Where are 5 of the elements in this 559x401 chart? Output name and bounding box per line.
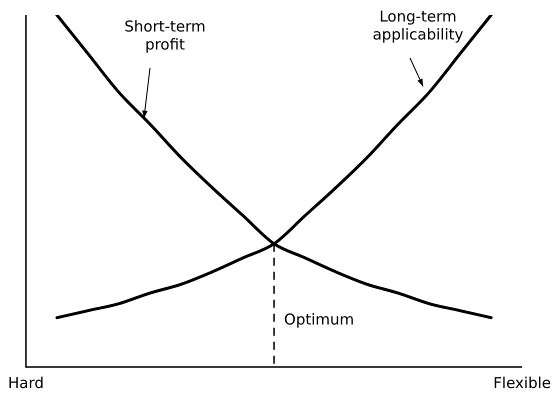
annotation: Optimum [284,310,354,328]
series-label: Short-term profit [124,17,206,54]
x-tick-label: Hard [8,374,44,392]
x-tick-label: Flexible [493,374,552,392]
series-label: Long-term applicability [372,7,464,44]
